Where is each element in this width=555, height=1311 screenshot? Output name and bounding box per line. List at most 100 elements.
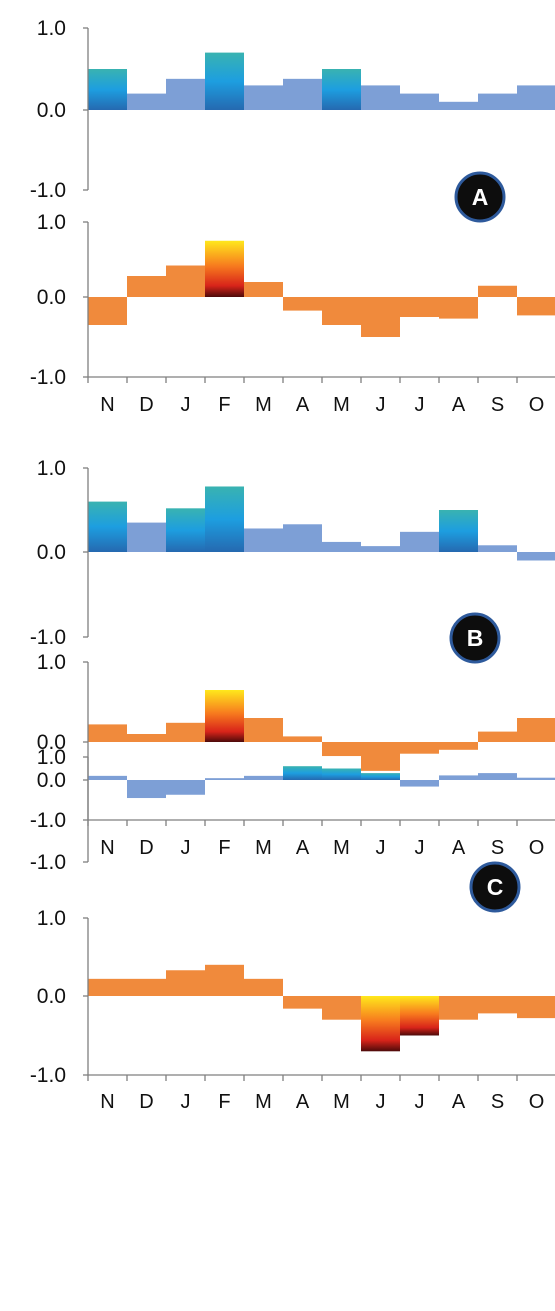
panel-a-top-bar-11 xyxy=(517,85,555,110)
panel-c-x-tick-label-1: D xyxy=(139,1091,153,1113)
panel-b-bottom-bar-5 xyxy=(283,736,322,742)
panel-c-bottom-y-tick-label-2: -1.0 xyxy=(30,1064,66,1087)
panel-a-top-y-tick-label-2: -1.0 xyxy=(30,179,66,202)
panel-b-bottom-bar-9 xyxy=(439,742,478,750)
panel-c-top-bar-7 xyxy=(361,773,400,780)
panel-c-bottom-bar-9 xyxy=(439,996,478,1020)
panel-c-top-bar-3 xyxy=(205,778,244,780)
panel-a-bottom-bar-5 xyxy=(283,297,322,311)
panel-a-badge-label: A xyxy=(472,184,489,210)
panel-a-bottom-bar-0 xyxy=(88,297,127,325)
panel-b-top-y-tick-label-1: 0.0 xyxy=(37,541,66,564)
panel-b-x-tick-label-11: O xyxy=(529,837,545,859)
panel-c-top-bar-8 xyxy=(400,780,439,787)
panel-a-bottom-y-tick-label-0: 1.0 xyxy=(37,211,66,234)
panel-b-x-tick-label-6: M xyxy=(333,837,350,859)
panel-a-bottom-bar-3 xyxy=(205,240,244,297)
panel-b-bottom-y-tick-label-0: 1.0 xyxy=(37,651,66,674)
panel-a-x-tick-label-7: J xyxy=(376,394,386,416)
panel-a-top-y-tick-label-0: 1.0 xyxy=(37,17,66,40)
panel-a-x-tick-label-10: S xyxy=(491,394,504,416)
panel-c-x-tick-label-9: A xyxy=(452,1091,466,1113)
panel-a-top-bar-7 xyxy=(361,85,400,110)
panel-b-x-tick-label-3: F xyxy=(218,837,230,859)
panel-c-top-bar-6 xyxy=(322,768,361,780)
panel-c-x-tick-label-3: F xyxy=(218,1091,230,1113)
panel-b-x-tick-label-4: M xyxy=(255,837,272,859)
panel-b-x-tick-label-8: J xyxy=(415,837,425,859)
panel-b-badge xyxy=(449,612,501,664)
panel-c-top-bar-9 xyxy=(439,775,478,780)
panel-a-bottom-bar-8 xyxy=(400,297,439,317)
panel-a-top-bar-3 xyxy=(205,52,244,110)
panel-b-x-tick-label-0: N xyxy=(100,837,114,859)
panel-b-bottom-bar-8 xyxy=(400,742,439,754)
panel-b-top-bar-6 xyxy=(322,541,361,552)
panel-c-top-y-tick-label-2: -1.0 xyxy=(30,851,66,874)
panel-a-bottom-bar-6 xyxy=(322,297,361,325)
panel-c-bottom-bar-7 xyxy=(361,996,400,1052)
panel-b-top-bar-1 xyxy=(127,522,166,552)
panel-c-bottom-bar-2 xyxy=(166,970,205,996)
panel-b-bottom-bar-7 xyxy=(361,742,400,771)
panel-a-top-y-tick-label-1: 0.0 xyxy=(37,99,66,122)
panel-c-x-tick-label-7: J xyxy=(376,1091,386,1113)
panel-c-top-y-tick-label-1: 0.0 xyxy=(37,769,66,792)
panel-b-bottom-bar-11 xyxy=(517,718,555,742)
panel-b-x-tick-label-1: D xyxy=(139,837,153,859)
panel-c-top-bar-2 xyxy=(166,780,205,795)
panel-b-bottom-bar-4 xyxy=(244,718,283,742)
panel-b-bottom-bar-1 xyxy=(127,734,166,742)
panel-c-bottom-y-tick-label-0: 1.0 xyxy=(37,907,66,930)
panel-a-bottom-y-tick-label-2: -1.0 xyxy=(30,366,66,389)
panel-b-top-bar-2 xyxy=(166,508,205,552)
panel-a-x-tick-label-6: M xyxy=(333,394,350,416)
panel-b-top-bar-9 xyxy=(439,510,478,552)
panel-a-top-bar-4 xyxy=(244,85,283,110)
panel-c-top-bar-1 xyxy=(127,780,166,799)
panel-b-top-bar-7 xyxy=(361,546,400,552)
panel-b-top-bar-8 xyxy=(400,531,439,552)
panel-c-x-tick-label-6: M xyxy=(333,1091,350,1113)
panel-b-x-tick-label-2: J xyxy=(181,837,191,859)
panel-b-x-tick-label-5: A xyxy=(296,837,310,859)
panel-c-x-tick-label-4: M xyxy=(255,1091,272,1113)
panel-b-bottom-bar-3 xyxy=(205,690,244,742)
panel-c-x-tick-label-2: J xyxy=(181,1091,191,1113)
panel-a-top-bar-9 xyxy=(439,101,478,110)
panel-a-top-bar-5 xyxy=(283,78,322,110)
panel-a-bottom-bar-4 xyxy=(244,282,283,297)
panel-a-x-tick-label-3: F xyxy=(218,394,230,416)
panel-b-bottom-y-tick-label-1: 0.0 xyxy=(37,731,66,754)
panel-c-x-tick-label-11: O xyxy=(529,1091,545,1113)
panel-b-top-bar-10 xyxy=(478,545,517,552)
panel-b-top-y-tick-label-2: -1.0 xyxy=(30,626,66,649)
panel-b-top-y-tick-label-0: 1.0 xyxy=(37,457,66,480)
panel-a-top-bar-2 xyxy=(166,78,205,110)
panel-c-x-tick-label-8: J xyxy=(415,1091,425,1113)
panel-b-x-tick-label-10: S xyxy=(491,837,504,859)
panel-c-bottom-bar-3 xyxy=(205,964,244,996)
panel-c-top-bar-11 xyxy=(517,777,555,780)
panel-c-bottom-bar-5 xyxy=(283,996,322,1009)
panel-a-top-bar-8 xyxy=(400,93,439,110)
panel-a-top-bar-1 xyxy=(127,93,166,110)
panel-c-x-tick-label-10: S xyxy=(491,1091,504,1113)
panel-b-x-tick-label-7: J xyxy=(376,837,386,859)
panel-a-x-tick-label-1: D xyxy=(139,394,153,416)
panel-c-top-y-tick-label-0: 1.0 xyxy=(37,746,66,769)
panel-a-x-tick-label-11: O xyxy=(529,394,545,416)
panel-c-badge-label: C xyxy=(487,874,504,900)
panel-b-bottom-y-tick-label-2: -1.0 xyxy=(30,809,66,832)
panel-b-top-bar-0 xyxy=(88,501,127,552)
panel-c-badge xyxy=(469,861,521,913)
panel-c-x-tick-label-5: A xyxy=(296,1091,310,1113)
panel-a-x-tick-label-9: A xyxy=(452,394,466,416)
panel-c-bottom-bar-11 xyxy=(517,996,555,1019)
panel-a-bottom-bar-1 xyxy=(127,276,166,297)
panel-a-bottom-y-tick-label-1: 0.0 xyxy=(37,286,66,309)
panel-b-bottom-bar-10 xyxy=(478,731,517,742)
panel-a-top-bar-10 xyxy=(478,93,517,110)
panel-c-bottom-y-tick-label-1: 0.0 xyxy=(37,985,66,1008)
